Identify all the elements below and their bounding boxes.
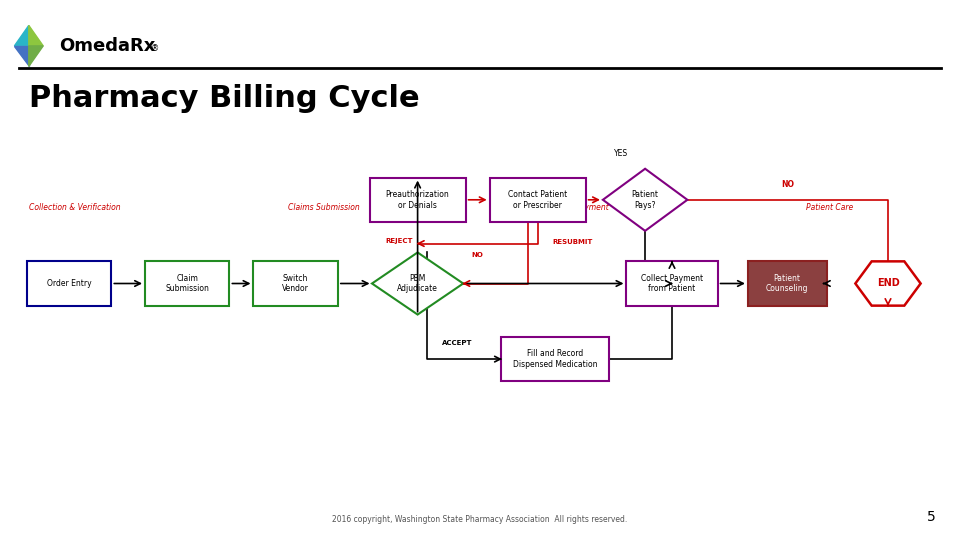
Polygon shape <box>14 25 29 46</box>
Text: PBM
Adjudicate: PBM Adjudicate <box>397 274 438 293</box>
Text: RESUBMIT: RESUBMIT <box>552 239 592 245</box>
Text: Collection & Verification: Collection & Verification <box>29 204 120 212</box>
Text: Patient
Pays?: Patient Pays? <box>632 190 659 210</box>
Text: Payment: Payment <box>576 204 610 212</box>
FancyBboxPatch shape <box>626 261 717 306</box>
Polygon shape <box>603 168 687 231</box>
Text: Preauthorization
or Denials: Preauthorization or Denials <box>386 190 449 210</box>
Text: ACCEPT: ACCEPT <box>442 340 472 346</box>
FancyBboxPatch shape <box>370 178 466 222</box>
FancyBboxPatch shape <box>490 178 586 222</box>
FancyBboxPatch shape <box>253 261 338 306</box>
Polygon shape <box>29 46 43 66</box>
FancyBboxPatch shape <box>501 337 609 381</box>
Text: Contact Patient
or Prescriber: Contact Patient or Prescriber <box>508 190 567 210</box>
Text: Claim
Submission: Claim Submission <box>165 274 209 293</box>
Text: YES: YES <box>614 149 628 158</box>
Text: NO: NO <box>781 180 794 189</box>
FancyBboxPatch shape <box>145 261 229 306</box>
Text: END: END <box>876 279 900 288</box>
Polygon shape <box>372 252 463 314</box>
Text: Collect Payment
from Patient: Collect Payment from Patient <box>641 274 703 293</box>
FancyBboxPatch shape <box>748 261 827 306</box>
Text: REJECT: REJECT <box>385 238 413 244</box>
Text: Patient Care: Patient Care <box>806 204 853 212</box>
Text: Patient
Counseling: Patient Counseling <box>766 274 808 293</box>
Text: Pharmacy Billing Cycle: Pharmacy Billing Cycle <box>29 84 420 113</box>
FancyBboxPatch shape <box>27 261 111 306</box>
Text: ®: ® <box>151 44 159 53</box>
Text: Order Entry: Order Entry <box>47 279 91 288</box>
Text: 5: 5 <box>927 510 936 524</box>
Text: Fill and Record
Dispensed Medication: Fill and Record Dispensed Medication <box>513 349 597 369</box>
Polygon shape <box>855 261 921 306</box>
Text: Switch
Vendor: Switch Vendor <box>282 274 309 293</box>
Text: 2016 copyright, Washington State Pharmacy Association  All rights reserved.: 2016 copyright, Washington State Pharmac… <box>332 515 628 524</box>
Text: Claims Submission: Claims Submission <box>288 204 360 212</box>
Polygon shape <box>14 46 29 66</box>
Text: OmedaRx: OmedaRx <box>60 37 156 55</box>
Polygon shape <box>29 25 43 46</box>
Text: NO: NO <box>471 252 484 258</box>
